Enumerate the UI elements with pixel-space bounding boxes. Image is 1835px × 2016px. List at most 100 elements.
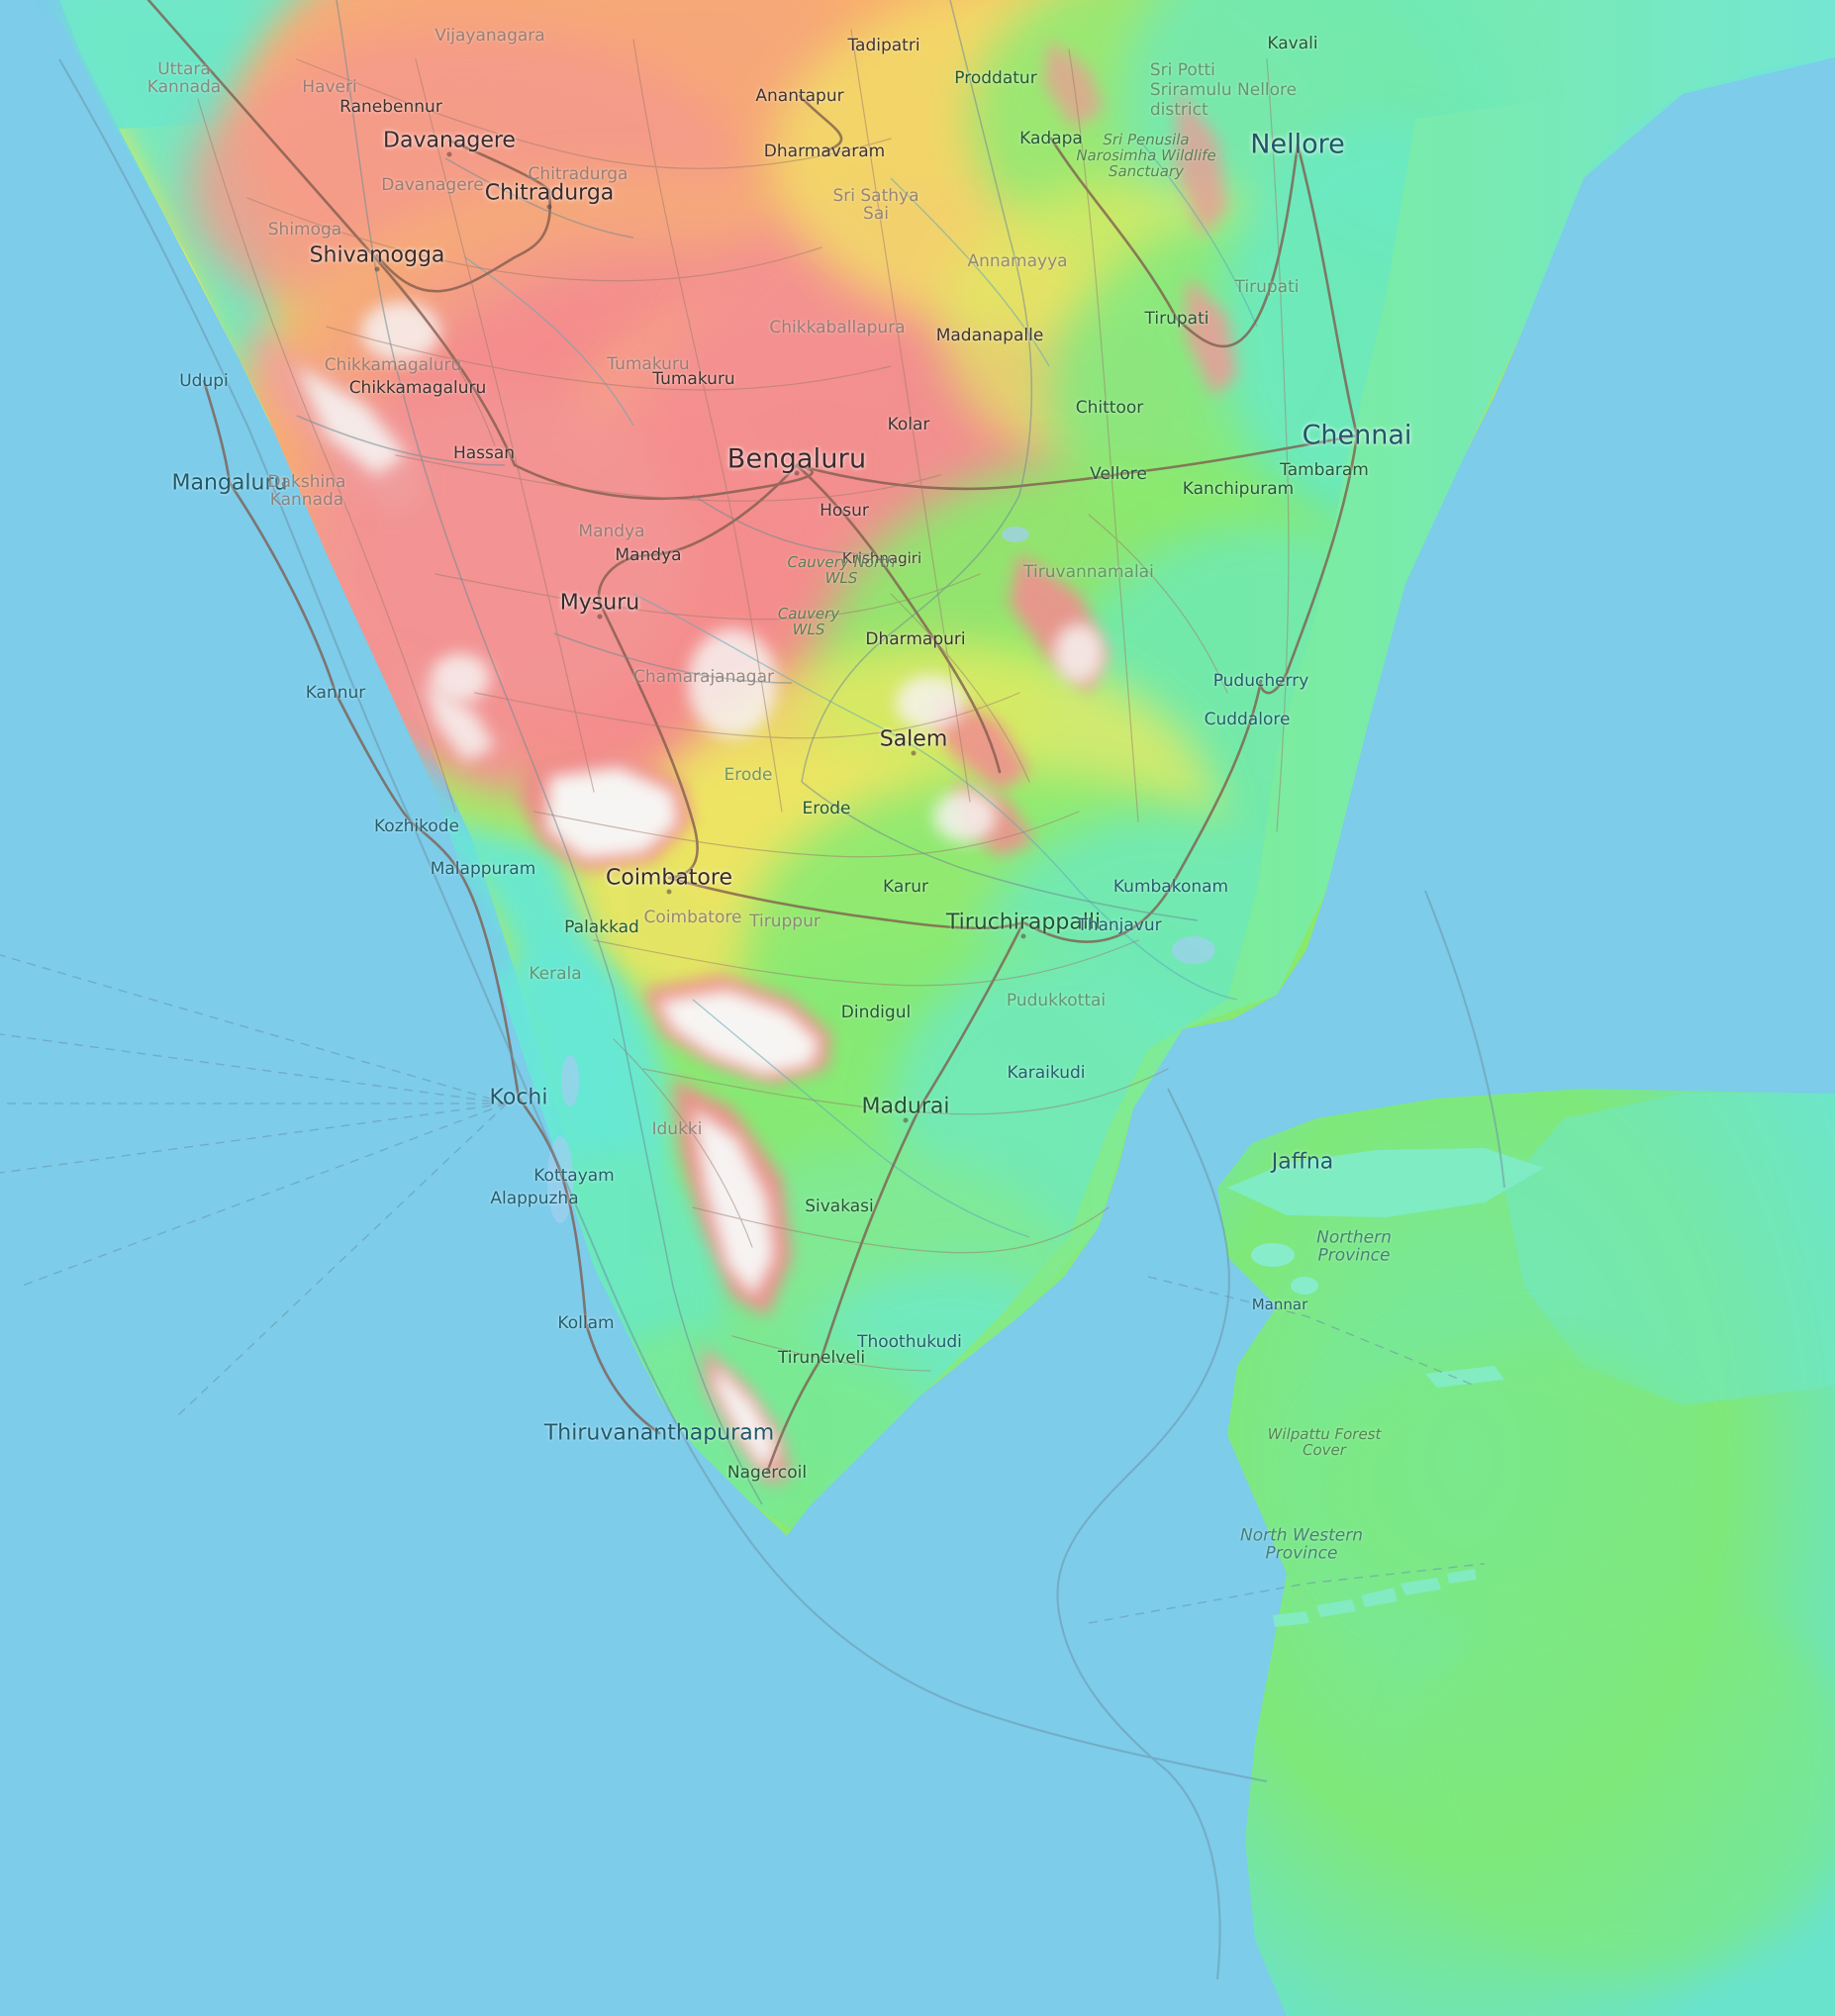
city-dot [546, 204, 552, 210]
map-label: Kanchipuram [1182, 479, 1295, 499]
map-label: Dharmapuri [865, 629, 966, 649]
map-label: Krishnagiri [841, 549, 922, 567]
map-label: Dakshina Kannada [267, 471, 346, 510]
map-label: Chitradurga [484, 180, 615, 206]
map-label: Tiruppur [749, 912, 821, 931]
map-label: Tirupati [1144, 309, 1209, 329]
map-label: Kadapa [1019, 129, 1083, 148]
rivers-layer [464, 138, 1258, 1238]
sandbar-islets [1273, 1569, 1477, 1627]
map-label: Malappuram [430, 859, 536, 879]
map-label: Nellore [1250, 129, 1345, 160]
map-label: Pudukkottai [1006, 991, 1107, 1010]
map-label: Cauvery WLS [777, 605, 840, 638]
map-label: Sri Penusila Narosimha Wildlife Sanctuary [1076, 131, 1216, 180]
city-dot [1020, 933, 1026, 939]
map-label: Alappuzha [490, 1189, 579, 1208]
map-label: Tambaram [1280, 460, 1369, 480]
map-label: Kochi [489, 1085, 548, 1110]
map-label: Chennai [1302, 420, 1412, 451]
city-dot [794, 470, 800, 476]
city-dot [666, 889, 672, 895]
map-label: Proddatur [954, 68, 1037, 88]
city-dot [374, 266, 380, 272]
map-label: Tumakuru [607, 354, 690, 374]
map-label: Kottayam [533, 1166, 615, 1186]
map-label: Hassan [452, 443, 516, 463]
map-label: Haveri [302, 77, 357, 97]
map-label: Chamarajanagar [633, 667, 774, 687]
map-label: Sivakasi [805, 1197, 874, 1216]
map-label: Coimbatore [606, 865, 732, 891]
map-label: Karur [882, 877, 929, 897]
map-label: Chitradurga [528, 164, 628, 184]
map-label: Chikkamagaluru [324, 355, 462, 375]
map-label: Salem [879, 726, 948, 752]
map-label: Karaikudi [1007, 1063, 1086, 1083]
map-label: Palakkad [564, 917, 639, 937]
map-label: Nagercoil [726, 1463, 808, 1483]
map-label: Idukki [651, 1119, 703, 1139]
map-label: Mandya [615, 545, 682, 565]
map-label: Tirupati [1234, 277, 1300, 297]
map-label: Kerala [529, 964, 582, 984]
sri-lanka [1217, 1089, 1835, 2016]
map-label: Udupi [179, 371, 229, 391]
map-label: Kollam [557, 1313, 615, 1333]
map-label: Thiruvananthapuram [543, 1420, 775, 1446]
map-label: Puducherry [1212, 671, 1309, 691]
map-label: Kolar [887, 415, 930, 434]
map-label: Tadipatri [847, 36, 920, 55]
map-label: Ranebennur [339, 97, 442, 117]
maritime-boundary [58, 58, 1505, 1980]
city-dot [597, 614, 603, 620]
map-label: Tirunelveli [777, 1348, 866, 1368]
map-label: Chikkaballapura [769, 318, 906, 337]
map-label: Sri Potti Sriramulu Nellore district [1149, 60, 1298, 120]
map-label: Davanagere [383, 128, 516, 153]
map-label: Tiruvannamalai [1023, 562, 1154, 582]
map-label: Vellore [1090, 464, 1147, 484]
map-label: Shimoga [267, 220, 342, 240]
map-label: Kavali [1267, 34, 1318, 53]
map-label: Kannur [305, 683, 366, 703]
map-label: Mandya [578, 522, 645, 541]
map-label: Dindigul [840, 1003, 912, 1022]
map-label: Erode [802, 799, 851, 818]
map-label: Coimbatore [643, 908, 742, 927]
map-label: Anantapur [755, 86, 844, 106]
map-label: Tiruchirappalli [945, 910, 1102, 935]
map-label: Mangaluru [171, 470, 288, 496]
map-label: Cuddalore [1204, 710, 1291, 729]
map-label: Erode [724, 765, 773, 785]
map-label: Madurai [861, 1094, 950, 1119]
map-label: Sri Sathya Sai [832, 185, 919, 224]
map-label: Jaffna [1271, 1149, 1334, 1175]
city-dot [903, 1117, 909, 1123]
map-label: Davanagere [381, 175, 484, 195]
city-dot [911, 750, 917, 756]
map-label: Uttara Kannada [146, 58, 222, 97]
map-label: Tumakuru [652, 369, 735, 389]
map-label: Dharmavaram [763, 142, 886, 161]
map-label: Northern Province [1316, 1227, 1392, 1266]
map-label: Kozhikode [373, 816, 460, 836]
map-label: Wilpattu Forest Cover [1267, 1425, 1382, 1459]
map-label: Mysuru [559, 590, 640, 616]
map-label: Chittoor [1075, 398, 1144, 418]
map-label: Hosur [820, 501, 869, 521]
map-label: Madanapalle [935, 326, 1044, 345]
highland-patches [361, 302, 1104, 842]
roads-layer [146, 0, 1359, 1475]
map-label: Vijayanagara [435, 26, 545, 46]
boundaries-layer [296, 0, 1199, 1505]
maritime-lines [0, 954, 1486, 1624]
map-label: Kumbakonam [1112, 877, 1229, 897]
map-label: Thoothukudi [857, 1332, 962, 1352]
map-label: Chikkamagaluru [348, 378, 487, 398]
map-label: North Western Province [1240, 1525, 1363, 1564]
city-dot [446, 151, 452, 157]
